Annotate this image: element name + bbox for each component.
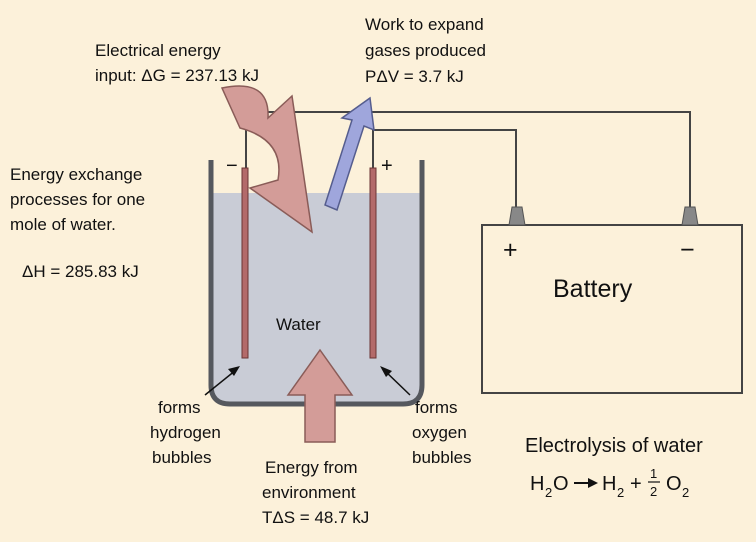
- label: Energy from: [265, 458, 358, 477]
- battery-terminal: [681, 206, 699, 226]
- label: mole of water.: [10, 215, 116, 234]
- wire-anode: [372, 129, 517, 208]
- environment-arrow: [286, 348, 354, 443]
- caption: Electrolysis of water: [525, 435, 703, 457]
- label: ΔH = 285.83 kJ: [22, 262, 139, 281]
- equation: 2: [650, 484, 657, 499]
- equation: +: [630, 473, 642, 495]
- label: PΔV = 3.7 kJ: [365, 67, 464, 86]
- equation: H: [530, 473, 544, 495]
- label: TΔS = 48.7 kJ: [262, 508, 369, 527]
- battery: [481, 224, 743, 394]
- equation-arrow: [588, 478, 598, 488]
- water-label: Water: [276, 315, 321, 334]
- water: [211, 193, 422, 404]
- label: processes for one: [10, 190, 145, 209]
- label: hydrogen: [150, 423, 221, 442]
- wire-cathode: [245, 111, 691, 208]
- input-arrow: [220, 85, 313, 234]
- work-arrow: [324, 96, 375, 212]
- anode: [369, 167, 377, 359]
- equation: H: [602, 473, 616, 495]
- label: oxygen: [412, 423, 467, 442]
- label: forms: [158, 398, 201, 417]
- equation: O: [666, 473, 682, 495]
- battery-sign: −: [680, 236, 695, 264]
- label: Energy exchange: [10, 165, 142, 184]
- pointer: [204, 369, 237, 396]
- equation: 1: [650, 466, 657, 481]
- battery-terminal: [508, 206, 526, 226]
- label: bubbles: [152, 448, 212, 467]
- electrode-sign: −: [226, 155, 238, 177]
- label: bubbles: [412, 448, 472, 467]
- label: forms: [415, 398, 458, 417]
- label: Work to expand: [365, 15, 484, 34]
- pointer-head: [228, 366, 240, 376]
- label: input: ΔG = 237.13 kJ: [95, 66, 259, 85]
- equation: 2: [682, 485, 689, 500]
- label: gases produced: [365, 41, 486, 60]
- electrode-sign: +: [381, 155, 393, 177]
- pointer-head: [380, 366, 392, 377]
- equation: 2: [545, 485, 552, 500]
- label: Electrical energy: [95, 41, 221, 60]
- equation: 2: [617, 485, 624, 500]
- label: environment: [262, 483, 356, 502]
- battery-sign: +: [503, 236, 518, 264]
- equation: O: [553, 473, 569, 495]
- battery-label: Battery: [553, 275, 633, 303]
- cathode: [241, 167, 249, 359]
